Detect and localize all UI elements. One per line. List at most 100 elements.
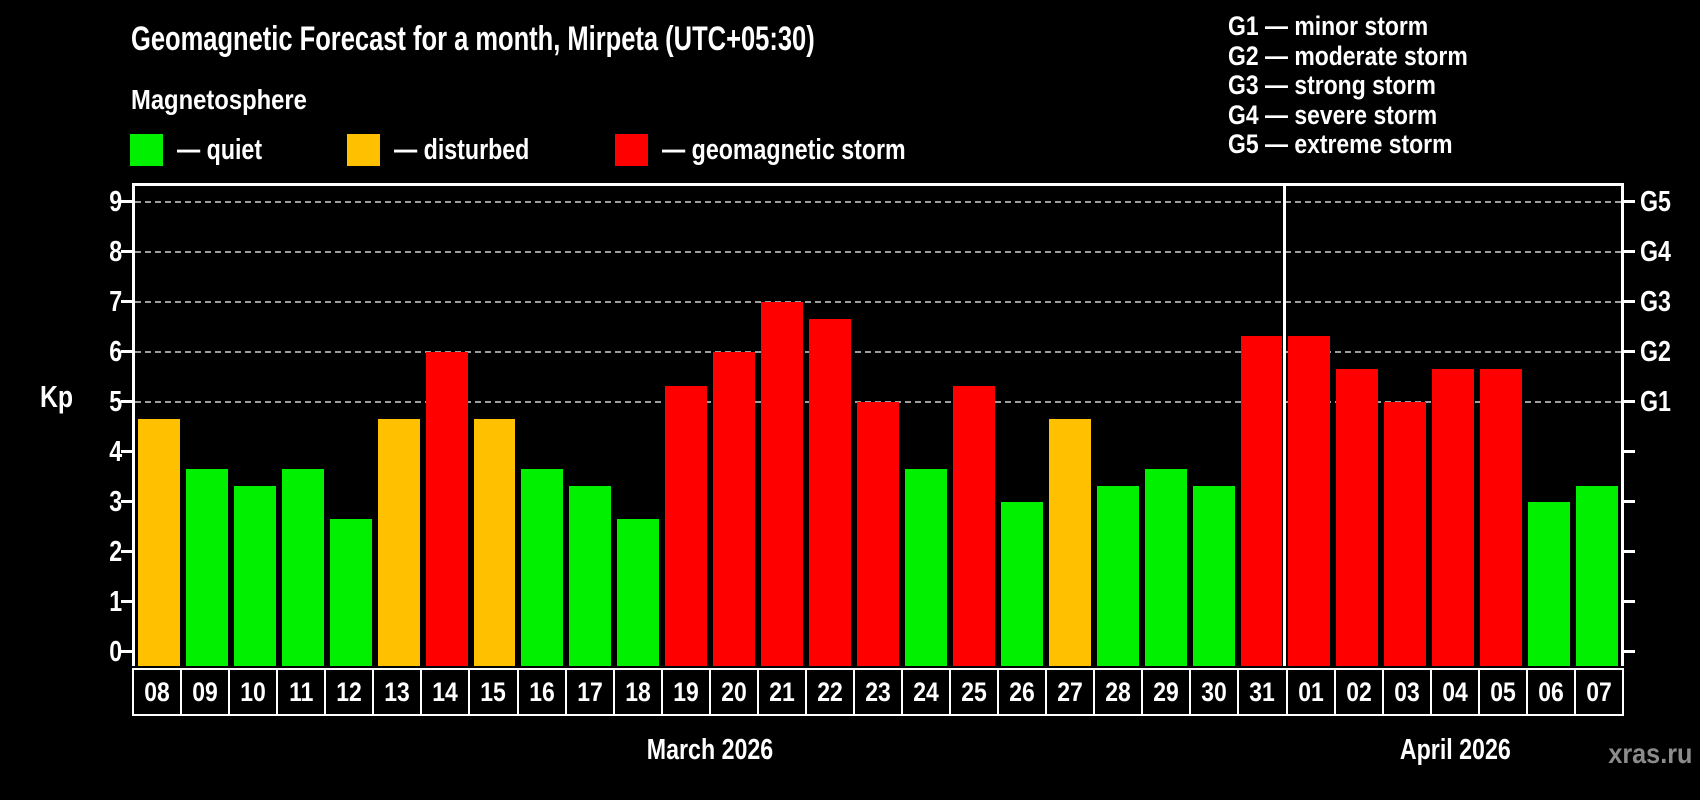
kp-bar-28 <box>1096 485 1139 666</box>
day-cell-17: 17 <box>566 668 615 716</box>
y-axis-title: Kp <box>40 379 81 415</box>
y-axis-label-text: 6 <box>109 336 122 368</box>
day-cell-label: 25 <box>961 676 987 707</box>
kp-bar-13 <box>377 418 420 666</box>
kp-bar-24 <box>904 468 947 666</box>
kp-bar-27 <box>1048 418 1091 666</box>
day-cell-13: 13 <box>374 668 423 716</box>
y-tick-tick-right-9 <box>1624 200 1635 203</box>
day-cell-label: 30 <box>1201 676 1228 707</box>
day-cell-label: 28 <box>1105 676 1132 707</box>
y-axis-title-text: Kp <box>40 379 74 414</box>
y-tick-tick-left-9 <box>121 200 132 203</box>
day-cell-label: 01 <box>1297 676 1324 707</box>
day-cell-18: 18 <box>614 668 663 716</box>
kp-bar-23 <box>857 402 899 666</box>
gridline-kp9 <box>135 201 1621 203</box>
kp-bar-29 <box>1144 468 1187 666</box>
day-cell-01: 01 <box>1287 668 1336 716</box>
y-axis-label-9: 9 <box>52 184 122 220</box>
day-cell-label: 29 <box>1153 676 1180 707</box>
day-cell-15: 15 <box>470 668 519 716</box>
day-cell-label: 21 <box>769 676 795 707</box>
watermark-text: xras.ru <box>1607 738 1692 769</box>
day-cell-label: 07 <box>1586 676 1612 707</box>
plot-area <box>121 183 1635 666</box>
month-label-text: March 2026 <box>646 734 773 766</box>
y-axis-label-7: 7 <box>52 284 122 320</box>
g-scale-axis-label-G5: G5 <box>1640 184 1700 220</box>
month-label-text: April 2026 <box>1400 734 1511 766</box>
legend-item-quiet: — quiet <box>130 133 283 167</box>
y-axis-label-text: 7 <box>109 286 122 318</box>
day-cell-14: 14 <box>422 668 471 716</box>
day-cell-24: 24 <box>903 668 952 716</box>
y-tick-tick-left-8 <box>121 250 132 253</box>
y-axis-label-3: 3 <box>52 484 122 520</box>
storm-scale-line-G5: G5 — extreme storm <box>1228 130 1510 160</box>
y-tick-tick-right-5 <box>1624 400 1635 403</box>
storm-scale-line-G2: G2 — moderate storm <box>1228 41 1510 72</box>
legend-label-text: — quiet <box>177 134 263 166</box>
g-scale-axis-label-text: G3 <box>1640 286 1671 318</box>
kp-bar-06 <box>1528 502 1571 666</box>
kp-bar-12 <box>329 518 372 666</box>
y-axis-label-2: 2 <box>52 534 122 570</box>
y-axis-label-text: 3 <box>109 486 122 518</box>
day-cell-label: 22 <box>817 676 843 707</box>
kp-bar-31 <box>1240 335 1283 666</box>
y-tick-tick-right-2 <box>1624 550 1635 553</box>
day-cell-label: 31 <box>1249 676 1276 707</box>
day-cell-label: 17 <box>576 676 603 707</box>
y-tick-tick-left-3 <box>121 500 132 503</box>
y-tick-tick-right-6 <box>1624 350 1635 353</box>
day-cell-label: 19 <box>672 676 699 707</box>
y-tick-tick-right-0 <box>1624 650 1635 653</box>
storm-swatch <box>615 134 648 166</box>
y-axis-label-6: 6 <box>52 334 122 370</box>
g-scale-axis-label-G4: G4 <box>1640 234 1700 270</box>
day-cell-10: 10 <box>230 668 279 716</box>
chart-subtitle-text: Magnetosphere <box>131 84 307 115</box>
day-cell-label: 12 <box>336 676 363 707</box>
legend-label-quiet: — quiet <box>177 133 283 167</box>
kp-bar-15 <box>473 418 516 666</box>
kp-bar-16 <box>521 468 564 666</box>
day-cell-05: 05 <box>1479 668 1528 716</box>
kp-bar-03 <box>1384 402 1427 666</box>
kp-bar-09 <box>185 468 228 666</box>
day-cell-03: 03 <box>1383 668 1432 716</box>
day-cell-30: 30 <box>1191 668 1240 716</box>
day-cell-label: 27 <box>1057 676 1083 707</box>
storm-scale-line-G1: G1 — minor storm <box>1228 11 1510 42</box>
day-cell-label: 04 <box>1441 676 1468 707</box>
day-cell-label: 13 <box>384 676 411 707</box>
disturbed-swatch <box>347 134 380 166</box>
kp-bar-11 <box>281 468 324 666</box>
legend-label-text: — geomagnetic storm <box>662 134 906 166</box>
watermark: xras.ru <box>1472 738 1692 770</box>
kp-bar-21 <box>761 302 804 666</box>
storm-scale-line-text: G4 — severe storm <box>1228 99 1438 130</box>
day-cell-06: 06 <box>1527 668 1576 716</box>
storm-scale-legend: G1 — minor storm G2 — moderate storm G3 — … <box>1228 11 1510 160</box>
day-cell-29: 29 <box>1143 668 1192 716</box>
y-tick-tick-left-5 <box>121 400 132 403</box>
kp-bar-25 <box>952 385 995 666</box>
kp-bar-30 <box>1192 485 1235 666</box>
day-cell-26: 26 <box>999 668 1048 716</box>
kp-bar-02 <box>1336 368 1379 666</box>
storm-scale-line-text: G5 — extreme storm <box>1228 129 1453 160</box>
y-axis-label-text: 1 <box>109 586 122 618</box>
gridline-kp8 <box>135 251 1621 253</box>
y-tick-tick-left-6 <box>121 350 132 353</box>
gridline-kp6 <box>135 351 1621 353</box>
kp-bar-26 <box>1000 502 1043 666</box>
y-tick-tick-right-7 <box>1624 300 1635 303</box>
y-axis-label-text: 9 <box>109 186 122 218</box>
y-axis-label-text: 0 <box>109 636 122 668</box>
y-axis-label-text: 8 <box>109 236 122 268</box>
day-cell-label: 14 <box>432 676 459 707</box>
y-tick-tick-right-3 <box>1624 500 1635 503</box>
